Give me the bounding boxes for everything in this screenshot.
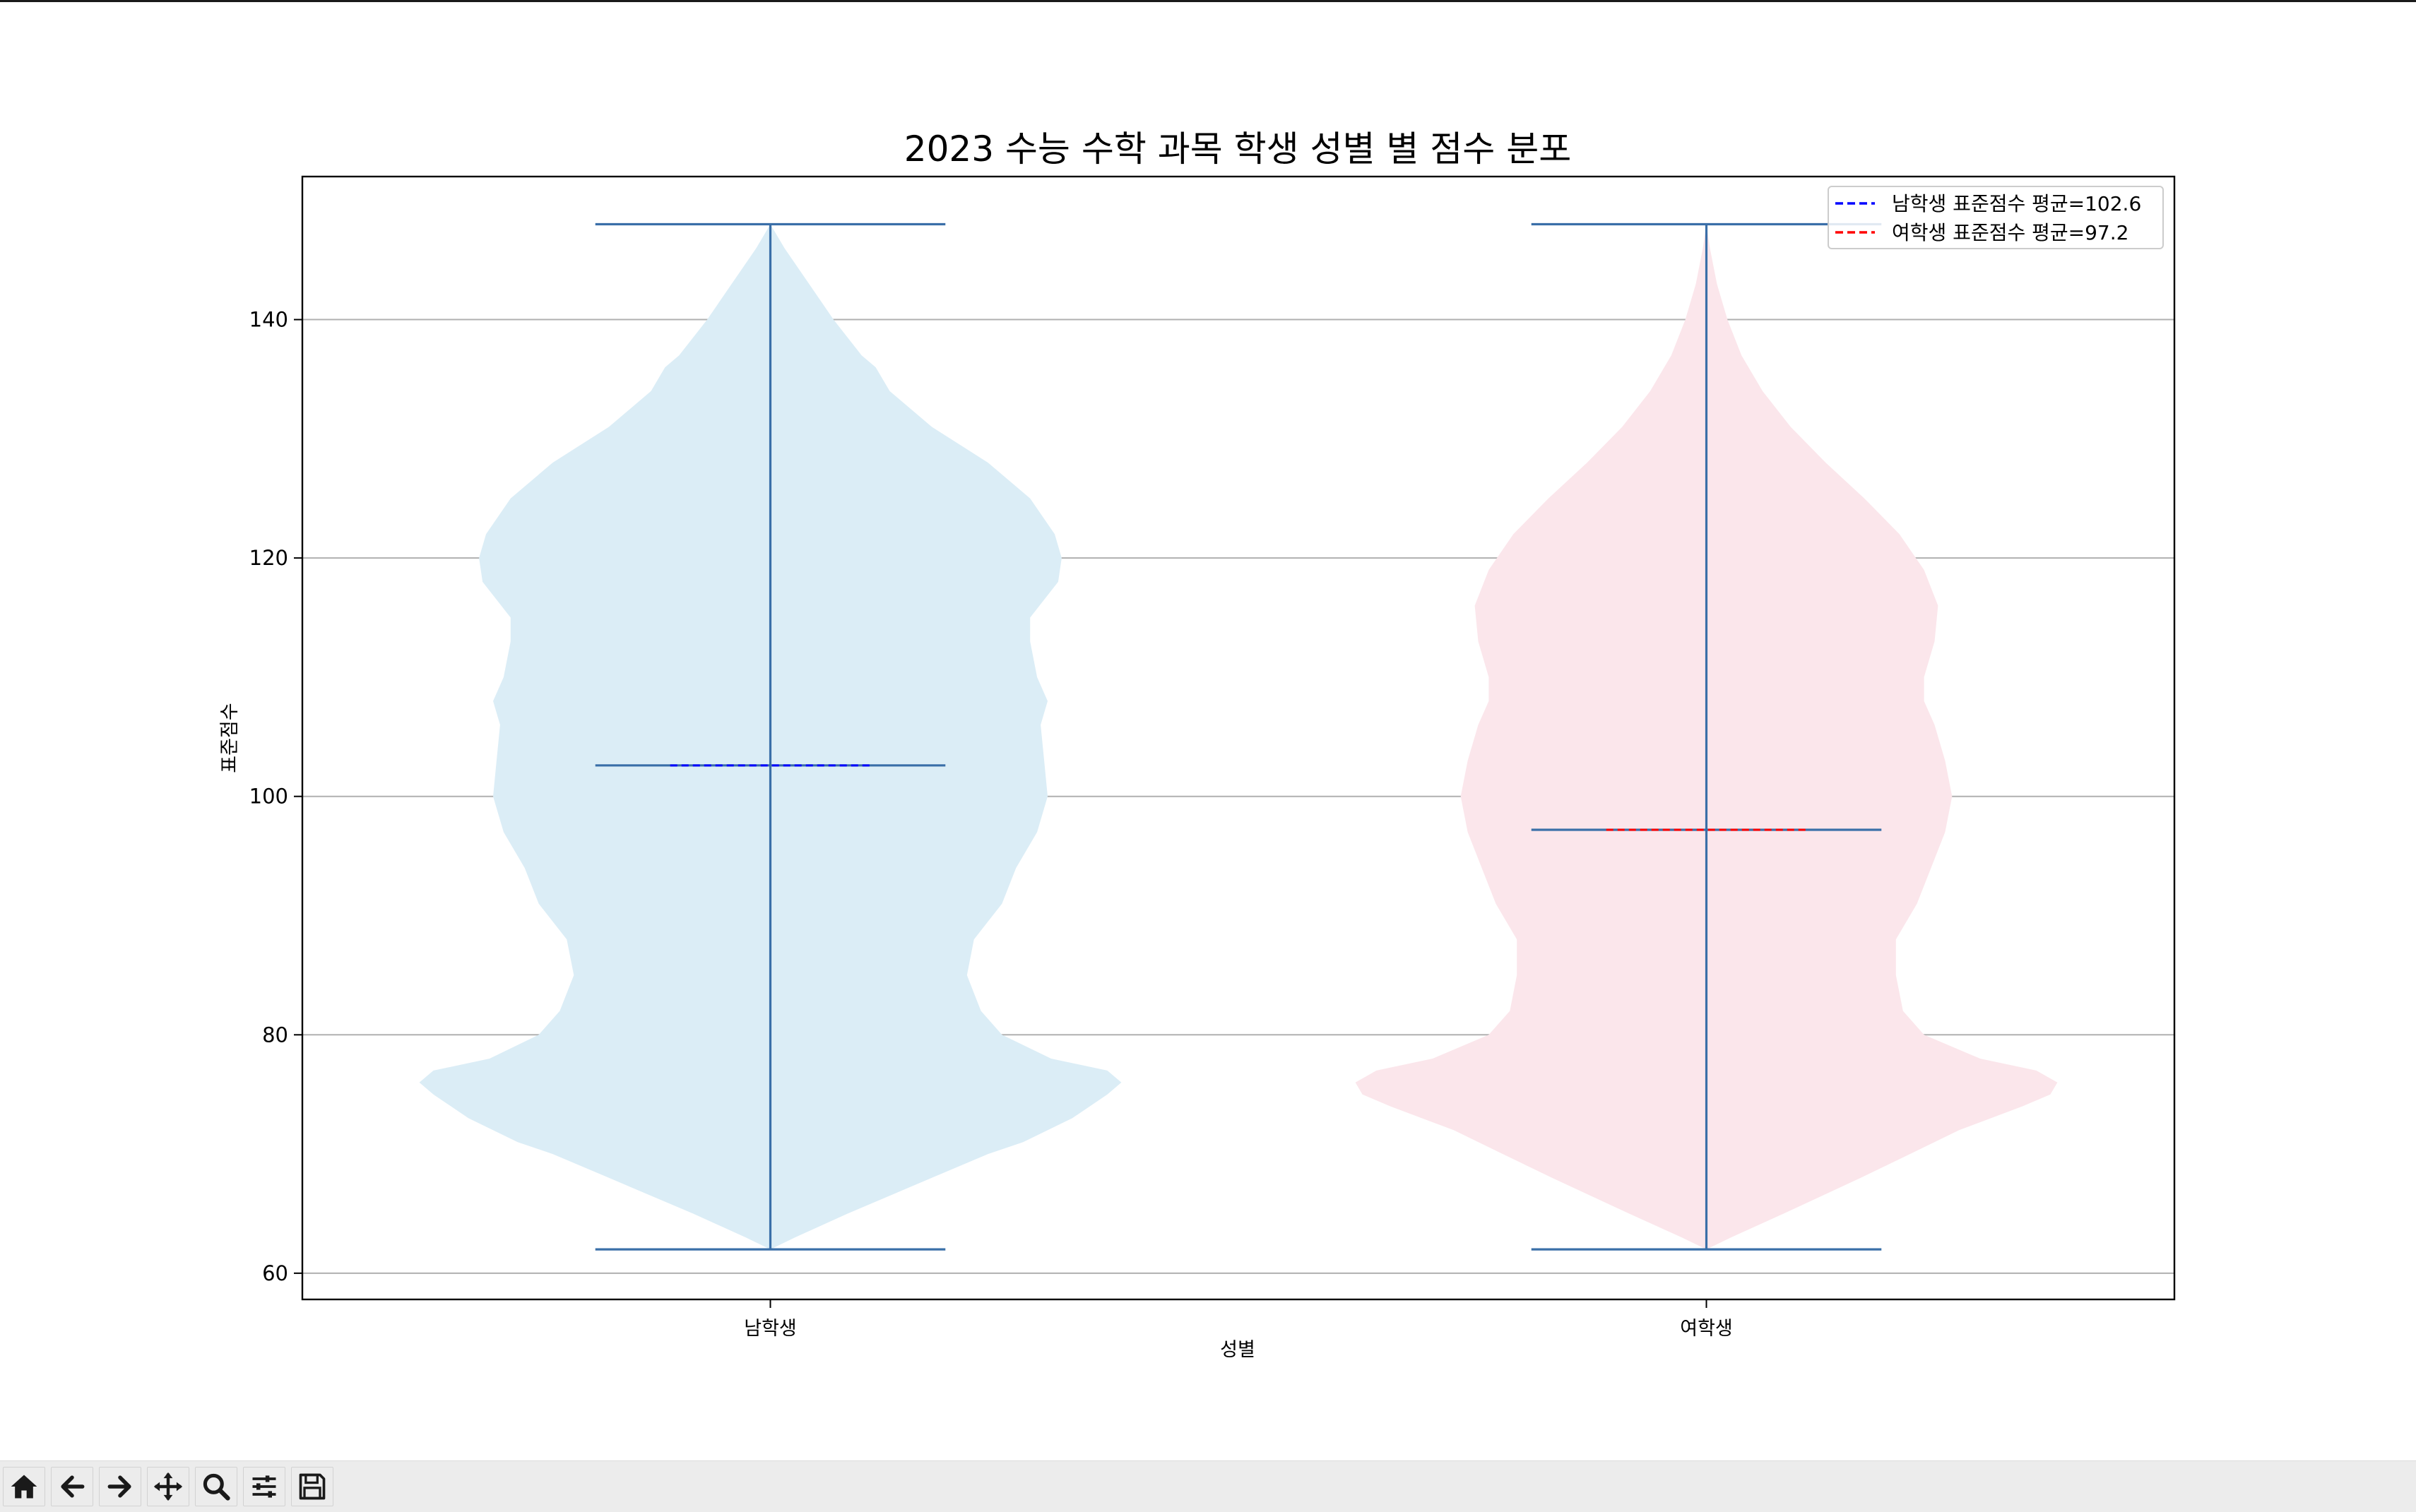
x-axis-label: 성별 — [1220, 1339, 1255, 1361]
y-tick-label: 60 — [262, 1261, 288, 1285]
home-button[interactable] — [3, 1467, 45, 1506]
y-tick-label: 80 — [262, 1023, 288, 1047]
configure-subplots-button[interactable] — [243, 1467, 285, 1506]
save-icon — [297, 1471, 328, 1502]
y-tick-label: 140 — [249, 308, 288, 332]
home-icon — [8, 1471, 40, 1502]
save-button[interactable] — [291, 1467, 333, 1506]
forward-button[interactable] — [99, 1467, 141, 1506]
back-button[interactable] — [51, 1467, 93, 1506]
forward-arrow-icon — [105, 1471, 136, 1502]
y-axis-label: 표준점수 — [219, 703, 241, 773]
violins — [420, 225, 2058, 1250]
y-tick-label: 100 — [249, 785, 288, 809]
y-tick-label: 120 — [249, 546, 288, 570]
configure-subplots-icon — [249, 1471, 280, 1502]
zoom-icon — [201, 1471, 232, 1502]
x-tick-label: 여학생 — [1680, 1318, 1733, 1340]
back-arrow-icon — [57, 1471, 88, 1502]
legend-entry-label: 여학생 표준점수 평균=97.2 — [1892, 221, 2128, 244]
legend: 남학생 표준점수 평균=102.6 여학생 표준점수 평균=97.2 — [1828, 186, 2163, 249]
legend-entry-label: 남학생 표준점수 평균=102.6 — [1892, 192, 2141, 215]
violin-chart: 2023 수능 수학 과목 학생 성별 별 점수 분포 60 80 100 120 14… — [0, 0, 2416, 1460]
pan-icon — [153, 1471, 184, 1502]
chart-title: 2023 수능 수학 과목 학생 성별 별 점수 분포 — [904, 129, 1571, 169]
zoom-button[interactable] — [195, 1467, 237, 1506]
x-tick-label: 남학생 — [744, 1318, 797, 1340]
navigation-toolbar — [0, 1460, 2416, 1512]
pan-button[interactable] — [147, 1467, 189, 1506]
